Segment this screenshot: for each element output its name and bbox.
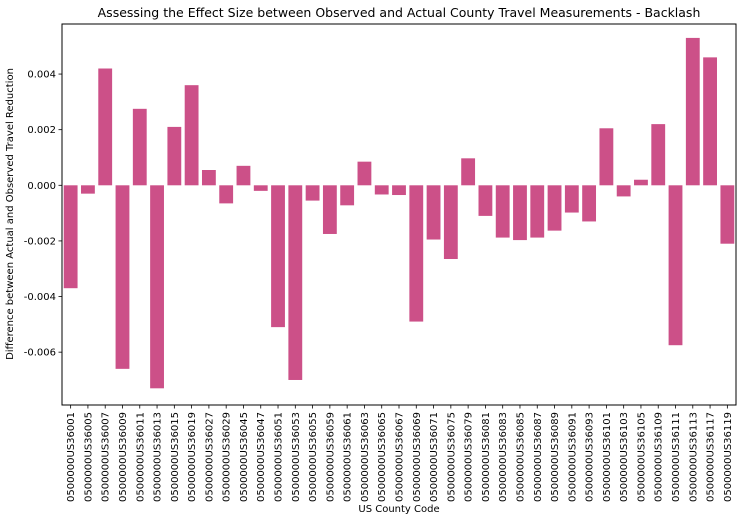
x-tick-label: 0500000US36027 (204, 412, 215, 502)
x-tick-label: 0500000US36089 (550, 412, 561, 502)
x-tick-label: 0500000US36071 (429, 412, 440, 502)
y-tick-label: 0.004 (27, 70, 56, 81)
x-tick-label: 0500000US36005 (83, 412, 94, 502)
x-tick-label: 0500000US36081 (481, 412, 492, 502)
bar-0500000US36069 (409, 185, 424, 322)
bar-0500000US36117 (703, 57, 717, 186)
x-tick-label: 0500000US36065 (377, 412, 388, 502)
x-tick-label: 0500000US36091 (567, 412, 578, 502)
bar-0500000US36087 (530, 185, 545, 238)
x-axis-label: US County Code (358, 504, 439, 515)
bar-0500000US36059 (322, 185, 337, 234)
x-tick-label: 0500000US36113 (688, 412, 699, 502)
x-tick-label: 0500000US36069 (412, 412, 423, 502)
x-tick-label: 0500000US36053 (291, 412, 302, 502)
x-tick-label: 0500000US36011 (135, 412, 146, 502)
bar-0500000US36013 (150, 185, 164, 389)
x-tick-label: 0500000US36109 (654, 412, 665, 502)
bar-0500000US36055 (305, 185, 320, 201)
x-tick-label: 0500000US36045 (239, 412, 250, 502)
bar-0500000US36063 (357, 161, 372, 186)
bars-layer (63, 37, 735, 389)
bar-0500000US36019 (184, 85, 199, 186)
x-tick-label: 0500000US36103 (619, 412, 630, 502)
bar-0500000US36047 (253, 185, 268, 191)
x-tick-label: 0500000US36015 (170, 412, 181, 502)
x-tick-label: 0500000US36105 (636, 412, 647, 502)
bar-0500000US36103 (616, 185, 631, 197)
y-axis-label: Difference between Actual and Observed T… (5, 68, 16, 360)
x-tick-label: 0500000US36117 (706, 412, 717, 502)
bar-0500000US36089 (547, 185, 562, 231)
y-tick-label: -0.002 (24, 236, 56, 247)
x-tick-label: 0500000US36059 (325, 412, 336, 502)
x-tick-label: 0500000US36007 (101, 412, 112, 502)
x-axis: 0500000US36001 0500000US36005 0500000US360… (66, 405, 734, 502)
bar-0500000US36085 (513, 185, 527, 241)
x-tick-label: 0500000US36009 (118, 412, 129, 502)
bar-0500000US36053 (288, 185, 303, 380)
x-tick-label: 0500000US36111 (671, 412, 682, 502)
x-tick-label: 0500000US36001 (66, 412, 77, 502)
bar-0500000US36067 (392, 185, 406, 196)
bar-0500000US36015 (167, 126, 182, 186)
chart-title: Assessing the Effect Size between Observ… (98, 5, 701, 20)
bar-0500000US36027 (201, 170, 216, 186)
plot-frame (61, 23, 737, 406)
y-axis: -0.006 -0.004 -0.002 0.000 0.002 0.004 (24, 70, 62, 359)
bar-0500000US36113 (685, 37, 700, 186)
bar-0500000US36009 (115, 185, 130, 369)
bar-0500000US36111 (668, 185, 683, 346)
bar-0500000US36061 (340, 185, 355, 206)
x-tick-label: 0500000US36013 (153, 412, 164, 502)
x-tick-label: 0500000US36087 (533, 412, 544, 502)
bar-0500000US36093 (582, 185, 597, 222)
x-tick-label: 0500000US36079 (464, 412, 475, 502)
bar-0500000US36075 (443, 185, 458, 259)
bar-0500000US36091 (564, 185, 579, 213)
x-tick-label: 0500000US36093 (585, 412, 596, 502)
bar-0500000US36051 (271, 185, 285, 328)
x-tick-label: 0500000US36083 (498, 412, 509, 502)
y-tick-label: -0.004 (24, 292, 56, 303)
x-tick-label: 0500000US36063 (360, 412, 371, 502)
bar-0500000US36065 (374, 185, 389, 195)
x-tick-label: 0500000US36019 (187, 412, 198, 502)
x-tick-label: 0500000US36085 (515, 412, 526, 502)
x-tick-label: 0500000US36055 (308, 412, 319, 502)
x-tick-label: 0500000US36101 (602, 412, 613, 502)
y-tick-label: 0.000 (27, 181, 56, 192)
x-tick-label: 0500000US36075 (446, 412, 457, 502)
bar-0500000US36071 (426, 185, 441, 240)
bar-0500000US36045 (236, 165, 251, 186)
bar-0500000US36119 (720, 185, 735, 244)
bar-0500000US36083 (495, 185, 510, 238)
x-tick-label: 0500000US36047 (256, 412, 267, 502)
y-tick-label: -0.006 (24, 348, 56, 359)
x-tick-label: 0500000US36119 (723, 412, 734, 502)
bar-0500000US36105 (634, 179, 648, 186)
y-tick-label: 0.002 (27, 125, 56, 136)
bar-0500000US36001 (63, 185, 78, 289)
x-tick-label: 0500000US36051 (274, 412, 285, 502)
bar-0500000US36101 (599, 128, 614, 186)
x-tick-label: 0500000US36061 (343, 412, 354, 502)
x-tick-label: 0500000US36067 (395, 412, 406, 502)
bar-0500000US36007 (98, 68, 113, 186)
bar-0500000US36005 (81, 185, 95, 194)
x-tick-label: 0500000US36029 (222, 412, 233, 502)
bar-0500000US36011 (132, 108, 147, 186)
bar-0500000US36029 (219, 185, 234, 204)
bar-0500000US36109 (651, 124, 666, 186)
bar-0500000US36079 (461, 158, 476, 186)
bar-0500000US36081 (478, 185, 493, 216)
